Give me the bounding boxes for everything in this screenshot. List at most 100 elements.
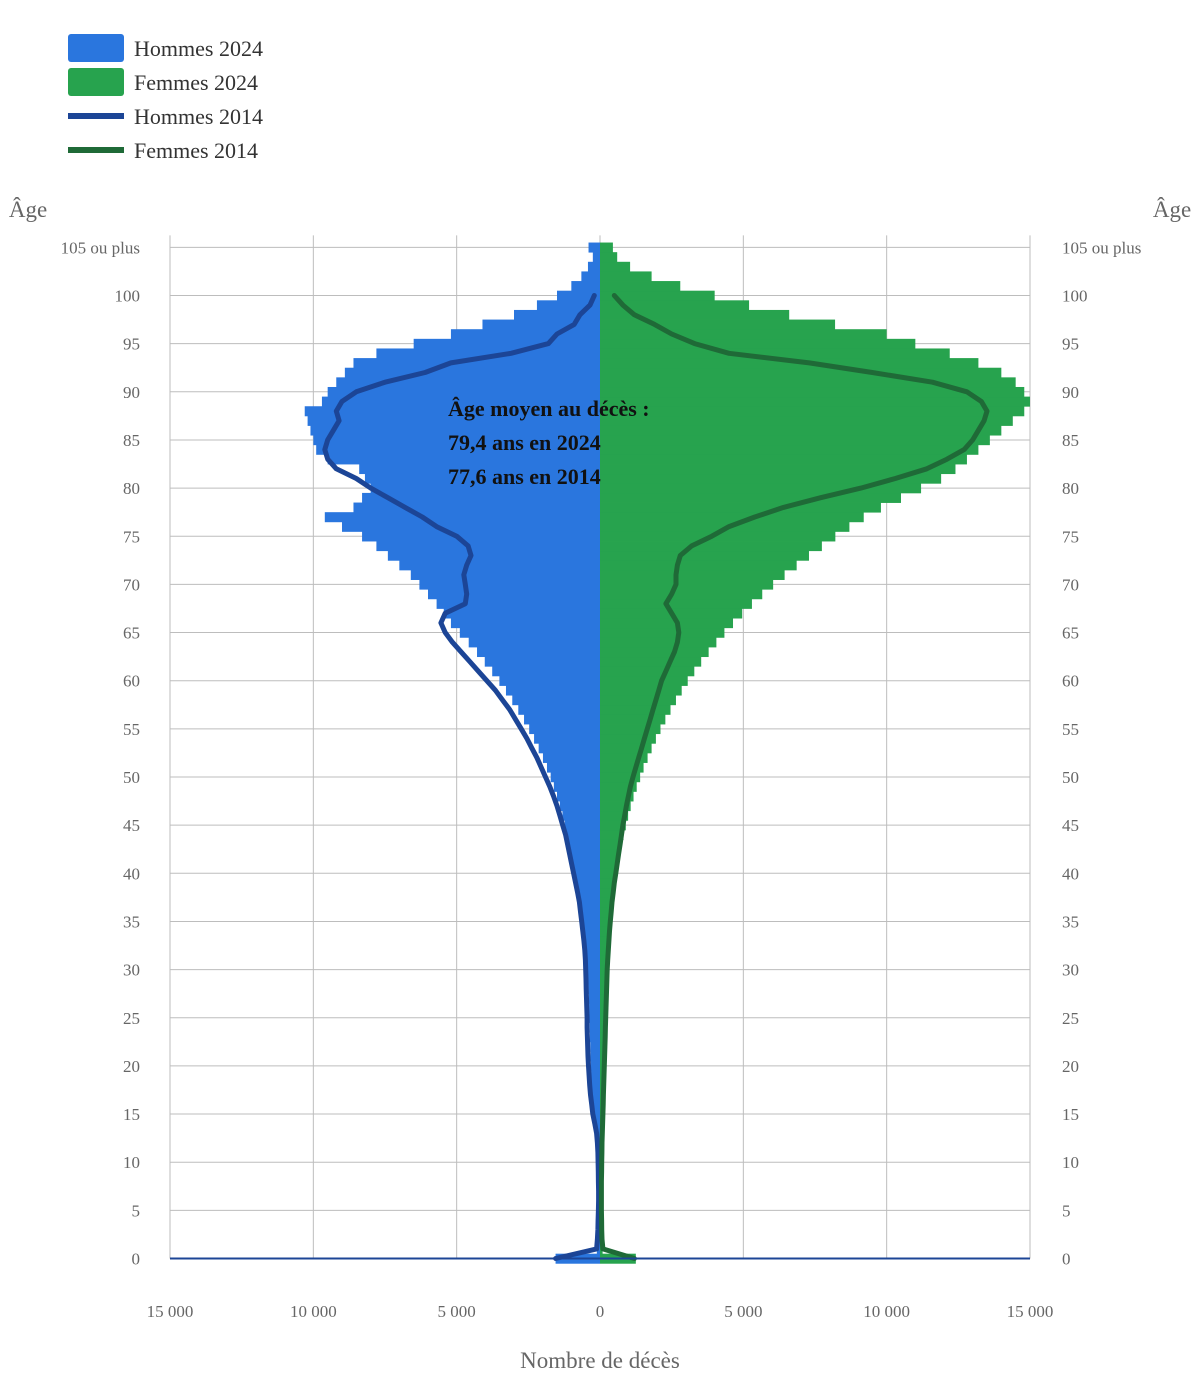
bar-hommes-2024-age-26 [589, 1003, 600, 1014]
bar-femmes-2024-age-50 [600, 772, 641, 783]
bar-hommes-2024-age-68 [436, 598, 600, 609]
bar-femmes-2024-age-49 [600, 781, 637, 792]
bar-femmes-2024-age-51 [600, 762, 644, 773]
bar-hommes-2024-age-66 [450, 618, 600, 629]
annotation-line-2: 79,4 ans en 2024 [448, 430, 601, 455]
y-tick-label-left: 105 ou plus [61, 238, 140, 257]
legend-label: Hommes 2024 [134, 36, 263, 61]
bar-femmes-2024-age-104 [600, 252, 618, 263]
y-tick-label-left: 5 [132, 1201, 141, 1220]
bar-hommes-2024-age-50 [550, 772, 600, 783]
bar-hommes-2024-age-70 [419, 579, 600, 590]
y-tick-label-left: 50 [123, 768, 140, 787]
x-tick-label: 5 000 [724, 1302, 762, 1321]
bar-hommes-2024-age-54 [534, 733, 600, 744]
legend-swatch [68, 68, 124, 96]
y-tick-label-left: 85 [123, 431, 140, 450]
bar-femmes-2024-age-82 [600, 464, 956, 475]
bar-hommes-2024-age-14 [595, 1118, 600, 1129]
bar-hommes-2024-age-15 [594, 1109, 600, 1120]
legend: Hommes 2024 Femmes 2024 Hommes 2014 Femmes … [68, 34, 263, 163]
y-tick-label-left: 95 [123, 335, 140, 354]
bar-femmes-2024-age-95 [600, 338, 916, 349]
x-tick-label: 15 000 [147, 1302, 194, 1321]
bar-femmes-2024-age-34 [600, 926, 611, 937]
bar-hommes-2024-age-97 [482, 319, 600, 330]
bar-hommes-2024-age-78 [353, 502, 600, 513]
bar-femmes-2024-age-53 [600, 743, 652, 754]
y-tick-label-right: 20 [1062, 1057, 1079, 1076]
bar-femmes-2024-age-79 [600, 492, 901, 503]
bar-femmes-2024-age-42 [600, 849, 620, 860]
bar-femmes-2024-age-59 [600, 685, 682, 696]
bar-femmes-2024-age-31 [600, 955, 609, 966]
y-tick-label-left: 10 [123, 1153, 140, 1172]
bar-hommes-2024-age-60 [499, 675, 600, 686]
bar-femmes-2024-age-36 [600, 907, 613, 918]
bar-hommes-2024-age-91 [336, 377, 600, 388]
y-tick-label-right: 10 [1062, 1153, 1079, 1172]
bar-femmes-2024-age-105 [600, 242, 613, 253]
bar-hommes-2024-age-64 [468, 637, 600, 648]
annotation-line-1: Âge moyen au décès : [448, 396, 650, 421]
y-tick-label-left: 90 [123, 383, 140, 402]
y-tick-label-left: 15 [123, 1105, 140, 1124]
bar-hommes-2024-age-94 [376, 348, 600, 359]
bar-hommes-2024-age-80 [370, 483, 600, 494]
bar-hommes-2024-age-89 [321, 396, 600, 407]
bar-femmes-2024-age-101 [600, 281, 681, 292]
bar-femmes-2024-age-47 [600, 801, 631, 812]
y-tick-label-right: 75 [1062, 527, 1079, 546]
bar-hommes-2024-age-61 [492, 666, 600, 677]
bar-hommes-2024-age-49 [553, 781, 600, 792]
bar-femmes-2024-age-74 [600, 541, 822, 552]
bar-hommes-2024-age-79 [362, 492, 600, 503]
bar-femmes-2024-age-94 [600, 348, 950, 359]
bar-hommes-2024-age-69 [428, 589, 600, 600]
bar-femmes-2024-age-27 [600, 993, 607, 1004]
bar-femmes-2024-age-69 [600, 589, 763, 600]
bar-hommes-2024-age-103 [587, 261, 600, 272]
y-tick-label-right: 80 [1062, 479, 1079, 498]
bar-hommes-2024-age-47 [559, 801, 600, 812]
bar-femmes-2024-age-100 [600, 290, 715, 301]
bar-hommes-2024-age-104 [592, 252, 600, 263]
y-tick-label-right: 105 ou plus [1062, 238, 1141, 257]
bar-hommes-2024-age-52 [542, 752, 600, 763]
bar-femmes-2024-age-85 [600, 435, 990, 446]
bar-hommes-2024-age-90 [327, 386, 600, 398]
y-tick-label-right: 5 [1062, 1201, 1071, 1220]
y-tick-label-left: 0 [132, 1250, 141, 1269]
bar-hommes-2024-age-99 [536, 300, 600, 311]
bar-hommes-2024-age-75 [362, 531, 600, 542]
bar-hommes-2024-age-77 [324, 512, 600, 523]
bar-hommes-2024-age-71 [410, 569, 600, 580]
bar-femmes-2024-age-56 [600, 714, 666, 725]
bar-hommes-2024-age-22 [590, 1041, 600, 1052]
bar-femmes-2024-age-58 [600, 695, 676, 706]
bar-hommes-2024-age-24 [589, 1022, 600, 1033]
bar-hommes-2024-age-92 [344, 367, 600, 378]
bar-hommes-2024-age-36 [581, 907, 600, 918]
y-tick-label-left: 100 [115, 287, 141, 306]
bar-femmes-2024-age-46 [600, 810, 629, 821]
bar-hommes-2024-age-63 [477, 646, 600, 658]
x-tick-label: 15 000 [1007, 1302, 1054, 1321]
legend-swatch [68, 147, 124, 153]
legend-label: Hommes 2014 [134, 104, 263, 129]
bar-hommes-2024-age-86 [310, 425, 600, 436]
bar-femmes-2024-age-54 [600, 733, 656, 744]
y-tick-label-right: 65 [1062, 624, 1079, 643]
bar-femmes-2024-age-80 [600, 483, 922, 494]
bars [304, 242, 1030, 1264]
x-tick-label: 10 000 [290, 1302, 337, 1321]
bar-femmes-2024-age-43 [600, 839, 622, 850]
y-tick-label-right: 55 [1062, 720, 1079, 739]
bar-hommes-2024-age-100 [557, 290, 600, 301]
x-tick-label: 5 000 [438, 1302, 476, 1321]
y-tick-label-left: 80 [123, 479, 140, 498]
bar-femmes-2024-age-60 [600, 675, 688, 686]
bar-femmes-2024-age-40 [600, 868, 617, 879]
bar-femmes-2024-age-37 [600, 897, 613, 908]
